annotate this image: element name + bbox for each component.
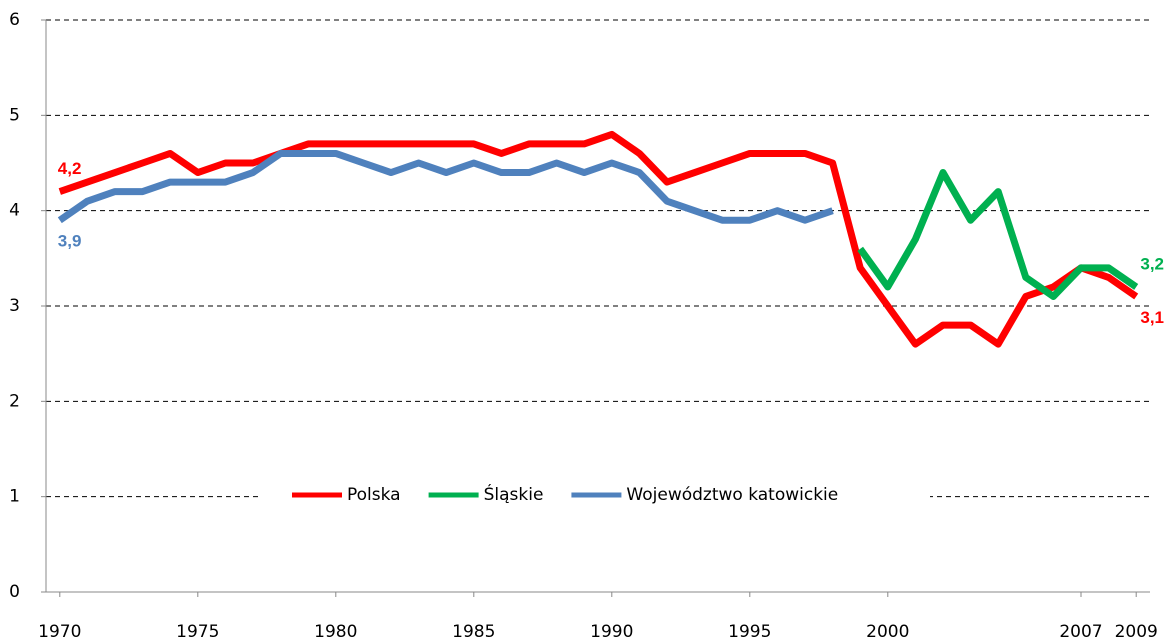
y-tick-label: 5: [9, 105, 20, 125]
x-tick-label: 1975: [176, 622, 219, 642]
x-tick-label: 1970: [38, 622, 81, 642]
y-tick-label: 4: [9, 201, 20, 221]
legend-label: Województwo katowickie: [626, 485, 838, 505]
x-tick-label: 1990: [590, 622, 633, 642]
x-tick-label: 2009: [1115, 622, 1158, 642]
y-tick-label: 3: [9, 296, 20, 316]
x-tick-label: 1985: [452, 622, 495, 642]
legend-label: Polska: [347, 485, 401, 505]
y-tick-label: 2: [9, 391, 20, 411]
x-tick-label: 2007: [1059, 622, 1102, 642]
data-label: 3,2: [1140, 254, 1164, 273]
legend: Polska Śląskie Województwo katowickie: [262, 481, 930, 509]
data-label: 3,1: [1140, 308, 1164, 327]
y-tick-label: 1: [9, 487, 20, 507]
series-line: [857, 169, 1139, 300]
x-tick-label: 1980: [314, 622, 357, 642]
y-tick-label: 0: [9, 582, 20, 602]
series-line: [57, 149, 834, 224]
data-label: 4,2: [58, 159, 82, 178]
x-tick-label: 2000: [866, 622, 909, 642]
data-label: 3,9: [58, 232, 82, 251]
y-tick-label: 6: [9, 10, 20, 30]
series-line: [58, 130, 1139, 348]
legend-label: Śląskie: [484, 483, 544, 505]
x-tick-label: 1995: [728, 622, 771, 642]
